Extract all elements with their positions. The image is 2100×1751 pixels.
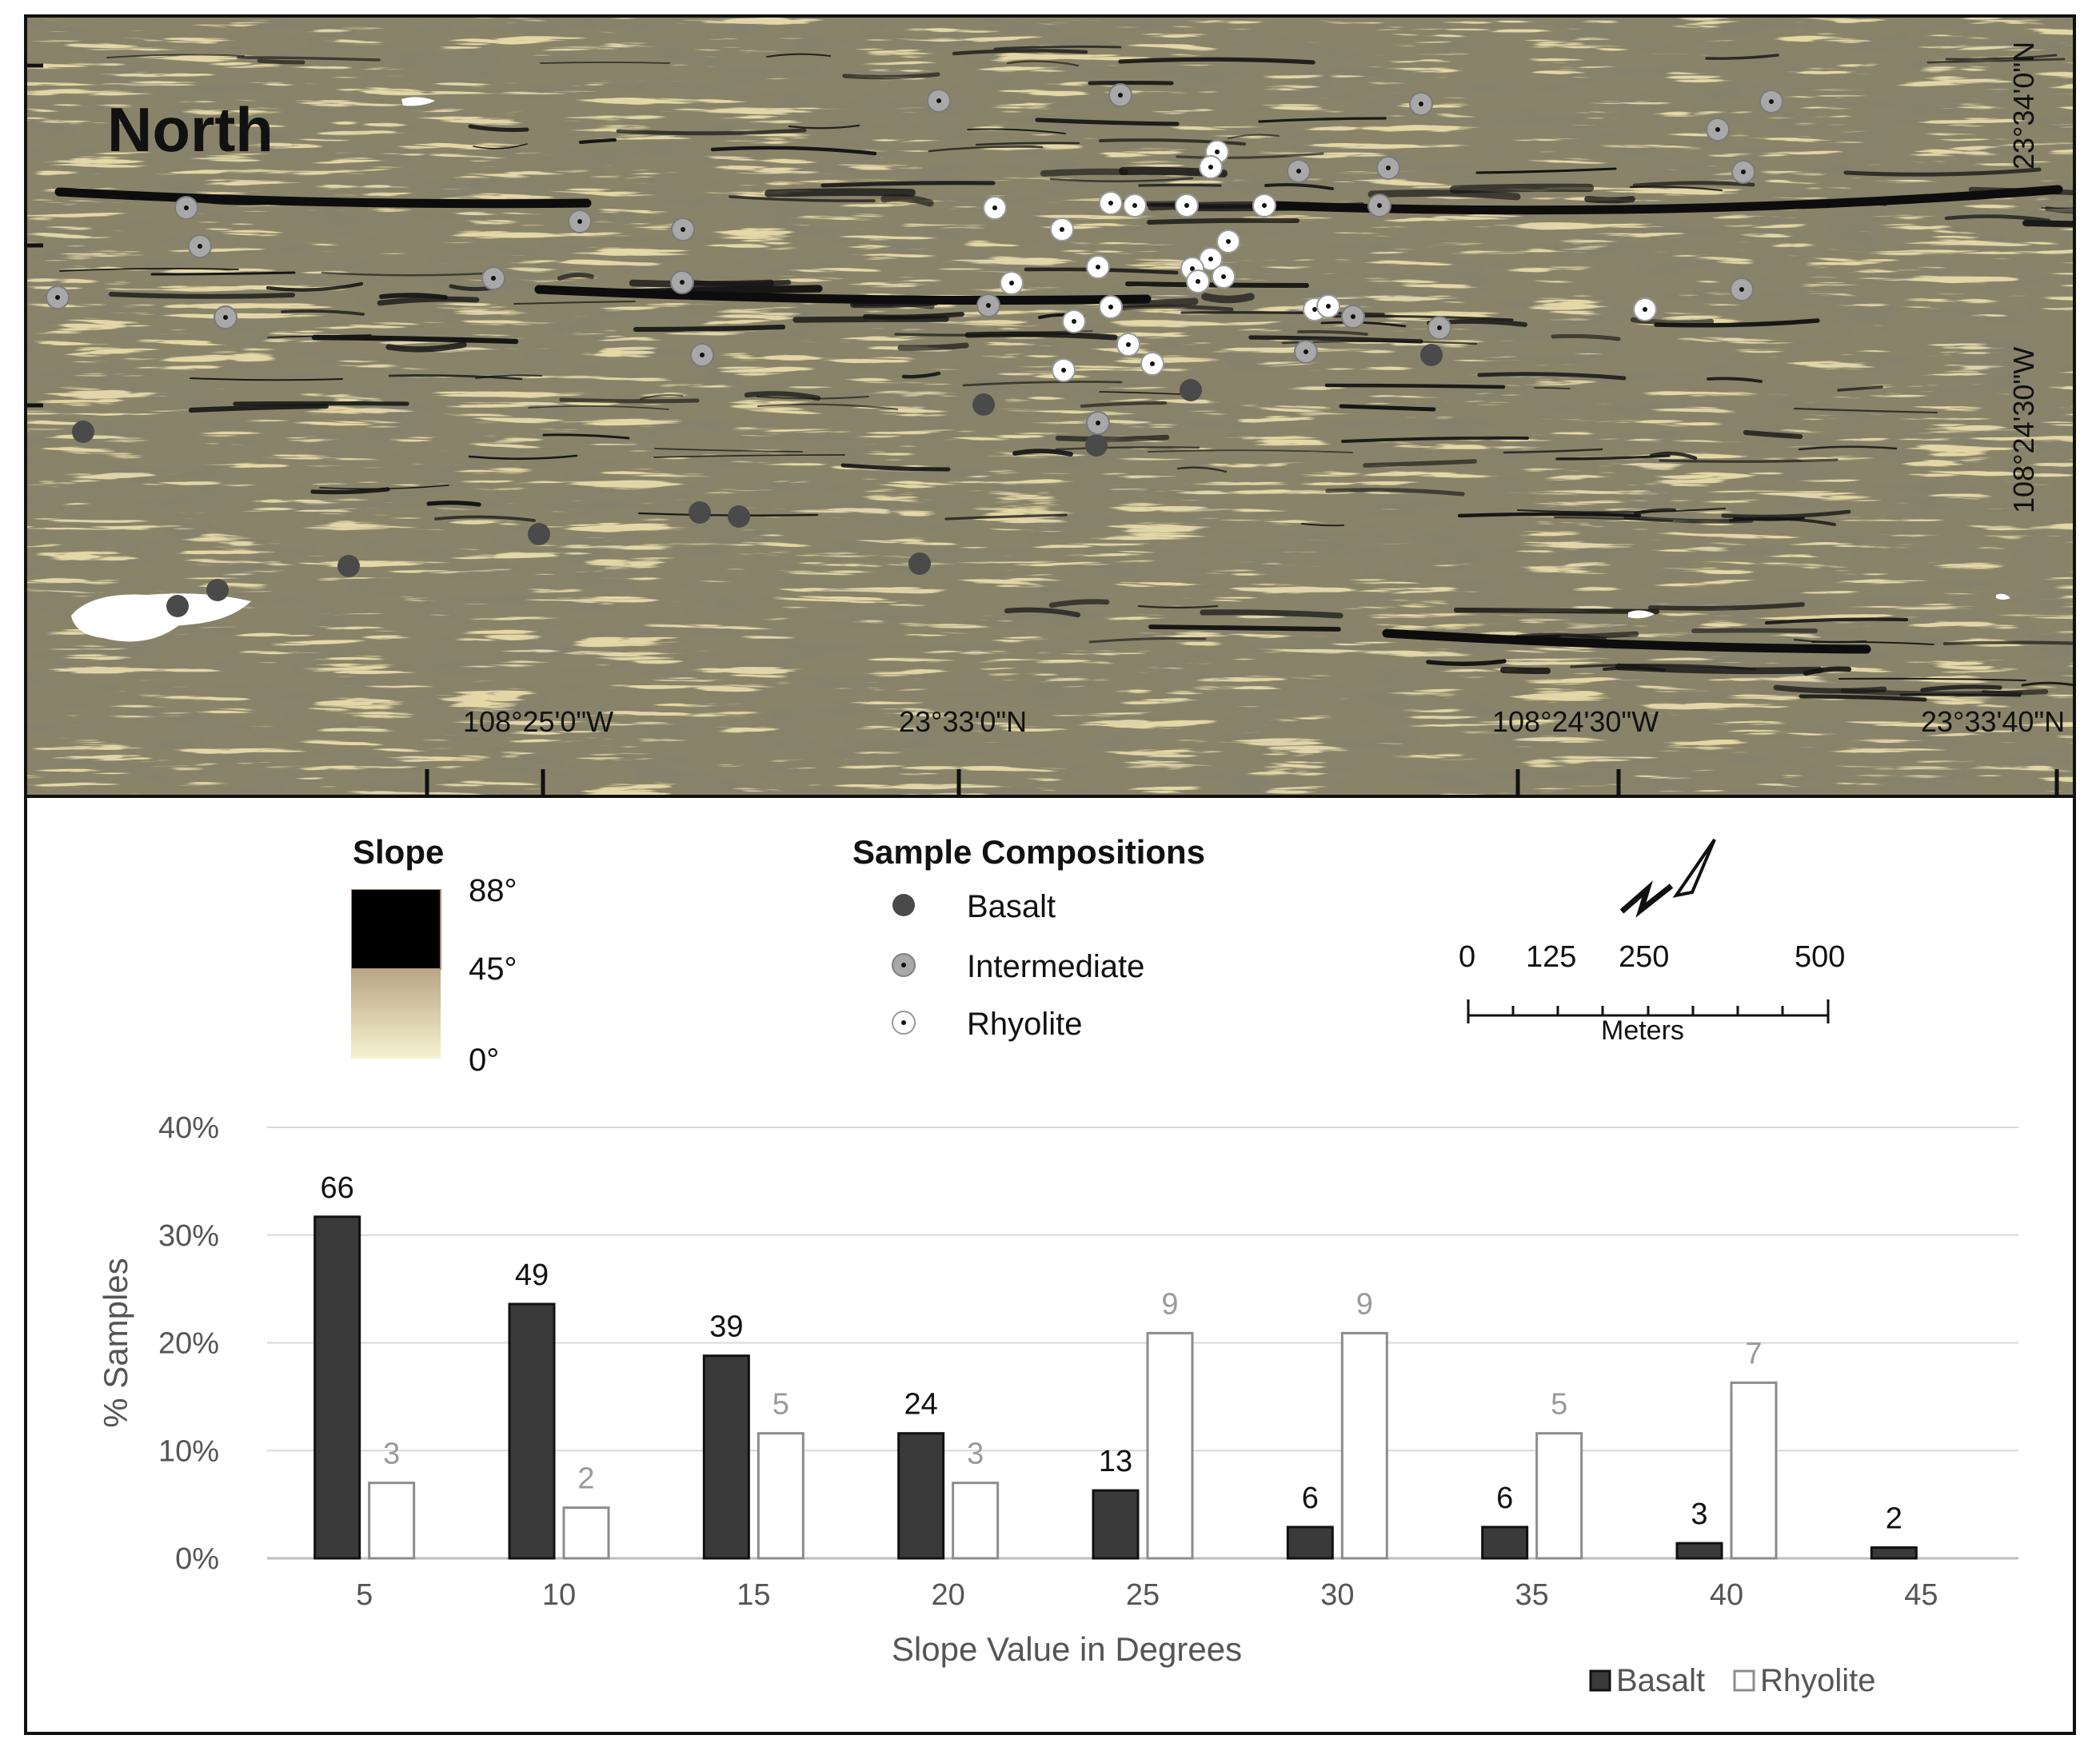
bar-basalt (1092, 1489, 1140, 1560)
bar-label-basalt: 39 (709, 1310, 743, 1344)
bar-label-rhyolite: 3 (967, 1438, 984, 1471)
bar-label-basalt: 13 (1099, 1445, 1132, 1478)
slope-max-label: 88° (469, 873, 517, 908)
bar-basalt (897, 1432, 945, 1560)
bar-rhyolite (368, 1482, 416, 1560)
bar-rhyolite (757, 1432, 804, 1560)
bar-label-basalt: 6 (1302, 1482, 1319, 1515)
bar-label-rhyolite: 2 (577, 1462, 594, 1496)
composition-legend-symbols (892, 894, 916, 1035)
bar-basalt (1481, 1526, 1529, 1560)
basalt-symbol-icon (892, 894, 915, 916)
x-tick-label: 15 (737, 1578, 770, 1612)
chart-bar-labels: 66 3 49 2 39 5 24 3 13 9 6 9 6 5 3 7 2 (321, 1171, 1902, 1536)
chart-x-tick-labels: 5 10 15 20 25 30 35 40 45 (356, 1578, 1938, 1612)
figure-frame: North 108°25'0"W 23°33'0"N 108°24'30"W 2… (24, 14, 2076, 1735)
y-tick-label: 30% (158, 1219, 219, 1253)
coord-lon-2: 108°24'30"W (1492, 705, 1659, 738)
scale-unit-label: Meters (1601, 1015, 1684, 1046)
x-tick-label: 35 (1515, 1578, 1549, 1612)
scale-label-250: 250 (1619, 940, 1670, 974)
map-title: North (107, 94, 273, 165)
y-tick-label: 0% (175, 1542, 219, 1576)
x-tick-label: 5 (356, 1578, 373, 1612)
bar-rhyolite (952, 1482, 1000, 1560)
sample-points (46, 83, 1783, 617)
map-grid-ticks (27, 63, 2059, 795)
legend-basalt-label: Basalt (967, 889, 1056, 924)
slope-histogram: 66 3 49 2 39 5 24 3 13 9 6 9 6 5 3 7 2 0% 10% 20% 30% 40% 5 1… (97, 1111, 2018, 1698)
scale-bar (1467, 999, 1830, 1023)
north-arrow-icon (1619, 838, 1716, 918)
slope-min-label: 0° (469, 1043, 500, 1078)
coord-lon-1: 108°25'0"W (463, 705, 614, 738)
bar-rhyolite (562, 1506, 610, 1560)
y-tick-label: 40% (158, 1111, 219, 1145)
legend-label-basalt: Basalt (1616, 1663, 1705, 1698)
bar-label-rhyolite: 3 (383, 1438, 400, 1471)
bar-label-basalt: 66 (321, 1171, 354, 1205)
bar-basalt (313, 1215, 361, 1560)
bar-basalt (702, 1354, 750, 1560)
bar-label-rhyolite: 9 (1356, 1287, 1373, 1321)
x-tick-label: 25 (1126, 1578, 1160, 1612)
bar-basalt (1286, 1526, 1334, 1560)
legend-swatch-rhyolite (1733, 1669, 1755, 1692)
scale-label-0: 0 (1459, 940, 1476, 974)
coord-lat-1: 23°33'0"N (899, 705, 1028, 738)
bar-label-basalt: 3 (1691, 1498, 1707, 1531)
bar-rhyolite (1340, 1331, 1388, 1560)
legend-swatch-basalt (1589, 1669, 1611, 1692)
bar-basalt (1870, 1546, 1918, 1560)
terrain-texture (27, 18, 2073, 795)
chart-y-tick-labels: 0% 10% 20% 30% 40% (158, 1111, 219, 1576)
legend-rhyolite-label: Rhyolite (967, 1007, 1083, 1042)
no-data-patches (71, 97, 2010, 642)
chart-legend: Basalt Rhyolite (1589, 1663, 1876, 1698)
chart-x-axis-title: Slope Value in Degrees (892, 1630, 1242, 1668)
bar-basalt (508, 1302, 556, 1560)
legend-label-rhyolite: Rhyolite (1760, 1663, 1876, 1698)
bar-rhyolite (1730, 1381, 1778, 1560)
y-tick-label: 10% (158, 1434, 219, 1468)
legend-intermediate-label: Intermediate (967, 949, 1145, 984)
slope-color-ramp (351, 889, 441, 1059)
scale-label-500: 500 (1795, 940, 1846, 974)
x-tick-label: 40 (1710, 1578, 1743, 1612)
composition-legend-title: Sample Compositions (852, 833, 1206, 871)
map-canvas (27, 18, 2073, 795)
x-tick-label: 20 (932, 1578, 965, 1612)
bar-label-basalt: 2 (1886, 1502, 1902, 1536)
bar-label-rhyolite: 9 (1161, 1287, 1178, 1321)
x-tick-label: 45 (1904, 1578, 1938, 1612)
bar-label-rhyolite: 7 (1745, 1337, 1762, 1370)
chart-bars (313, 1215, 1918, 1560)
bar-label-basalt: 6 (1496, 1482, 1513, 1515)
bar-rhyolite (1535, 1432, 1583, 1560)
bar-label-rhyolite: 5 (1551, 1388, 1567, 1422)
bar-label-basalt: 49 (515, 1258, 549, 1292)
x-tick-label: 10 (542, 1578, 576, 1612)
slope-mid-label: 45° (469, 951, 517, 987)
slope-map[interactable]: North 108°25'0"W 23°33'0"N 108°24'30"W 2… (27, 18, 2073, 798)
chart-y-axis-title: % Samples (97, 1258, 134, 1427)
bar-label-basalt: 24 (904, 1388, 938, 1422)
bar-basalt (1675, 1542, 1723, 1560)
y-tick-label: 20% (158, 1327, 219, 1361)
scale-label-125: 125 (1526, 940, 1577, 974)
chart-gridlines (267, 1127, 2018, 1560)
coord-lat-2: 23°33'40"N (1921, 705, 2066, 738)
bar-label-rhyolite: 5 (773, 1388, 789, 1422)
x-tick-label: 30 (1320, 1578, 1354, 1612)
slope-legend-title: Slope (353, 833, 445, 871)
bar-rhyolite (1146, 1331, 1194, 1560)
